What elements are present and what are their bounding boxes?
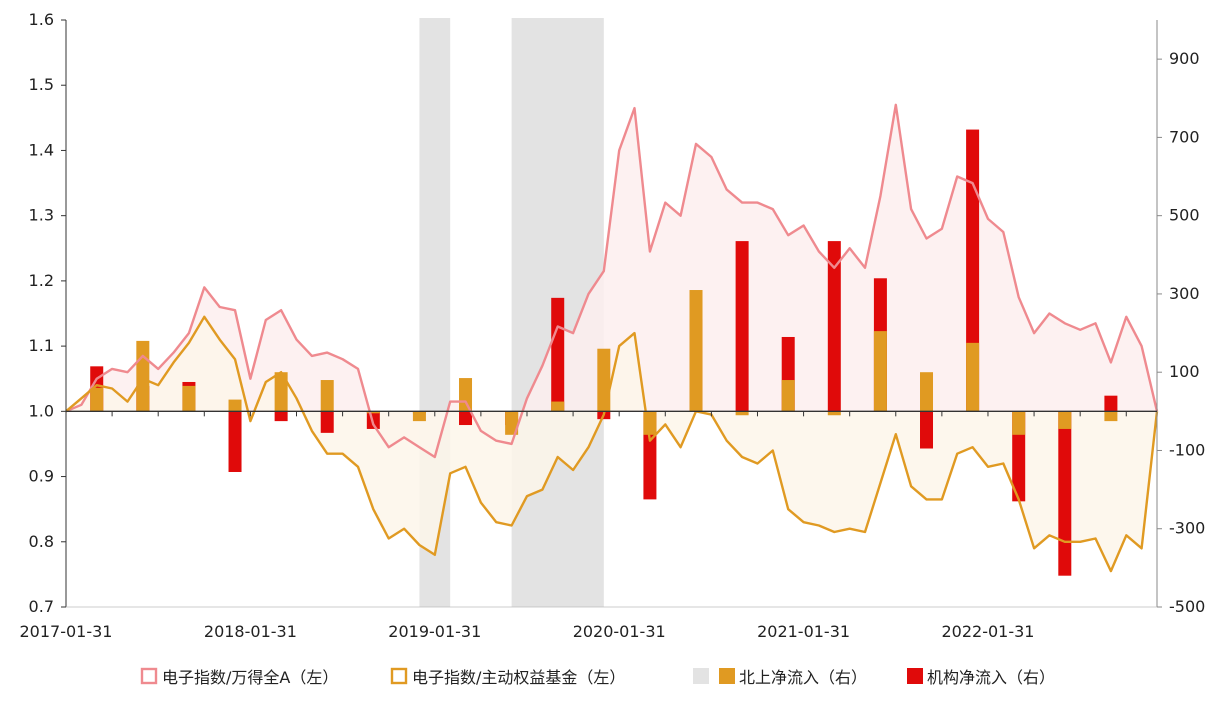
- left-tick-label-4: 1.1: [29, 336, 54, 355]
- x-tick-label-4: 2021-01-31: [757, 622, 850, 641]
- legend-swatch-2: [693, 668, 709, 684]
- bar-northbound-2020-06: [689, 290, 703, 412]
- bar-northbound-2021-03: [827, 411, 841, 416]
- bar-institutional-2021-12: [966, 129, 980, 412]
- left-tick-label-3: 1.0: [29, 401, 54, 420]
- bar-institutional-2018-06: [320, 411, 334, 433]
- bar-northbound-2021-06: [873, 331, 887, 412]
- right-tick-label-5: 500: [1169, 206, 1200, 225]
- bar-northbound-2017-09: [182, 385, 196, 412]
- bar-institutional-2017-12: [228, 411, 242, 472]
- legend-label-1: 电子指数/主动权益基金（左）: [412, 668, 625, 687]
- bar-institutional-2019-03: [459, 411, 473, 426]
- bar-northbound-2022-09: [1104, 411, 1118, 422]
- legend-swatch-1: [390, 667, 408, 685]
- area-fill-series-1: [66, 316, 1157, 572]
- area-fills: [66, 104, 1157, 572]
- legend-swatch-0: [140, 667, 158, 685]
- bar-institutional-2020-09: [735, 241, 749, 412]
- bar-institutional-2022-09: [1104, 395, 1118, 412]
- axes: 0.7 0.8 0.9 1.0 1.1 1.2 1.3 1.4 1.5 1.6 -500 -300 -1…: [20, 10, 1206, 641]
- legend-item-2: [693, 668, 709, 684]
- legend-item-0: 电子指数/万得全A（左）: [140, 667, 338, 687]
- right-tick-label-4: 300: [1169, 284, 1200, 303]
- bar-northbound-2022-06: [1058, 411, 1072, 429]
- bar-institutional-2018-03: [274, 411, 288, 422]
- legend: 电子指数/万得全A（左） 电子指数/主动权益基金（左） 北上净流入（右） 机构净流入（…: [140, 667, 1055, 687]
- bar-northbound-2018-03: [274, 372, 288, 412]
- bar-northbound-2017-06: [136, 340, 150, 412]
- legend-item-4: 机构净流入（右）: [907, 668, 1055, 687]
- right-tick-label-6: 700: [1169, 127, 1200, 146]
- left-tick-label-0: 0.7: [29, 597, 54, 616]
- right-tick-label-3: 100: [1169, 362, 1200, 381]
- bar-northbound-2019-03: [459, 378, 473, 412]
- right-tick-label-1: -300: [1169, 519, 1205, 538]
- legend-swatch-3: [719, 668, 735, 684]
- legend-item-1: 电子指数/主动权益基金（左）: [390, 667, 625, 687]
- bar-institutional-2021-09: [920, 411, 934, 449]
- x-tick-label-3: 2020-01-31: [573, 622, 666, 641]
- legend-label-3: 北上净流入（右）: [739, 668, 867, 687]
- bar-northbound-2019-06: [505, 411, 519, 435]
- bar-northbound-2021-09: [920, 372, 934, 412]
- bar-northbound-2020-09: [735, 411, 749, 416]
- right-tick-label-0: -500: [1169, 597, 1205, 616]
- legend-label-0: 电子指数/万得全A（左）: [162, 668, 338, 687]
- bar-institutional-2022-06: [1058, 411, 1072, 576]
- line-series-0: [65, 103, 1159, 459]
- bar-northbound-2020-12: [781, 380, 795, 412]
- left-tick-label-6: 1.3: [29, 206, 54, 225]
- left-tick-label-2: 0.9: [29, 467, 54, 486]
- left-tick-label-1: 0.8: [29, 532, 54, 551]
- left-tick-label-9: 1.6: [29, 10, 54, 29]
- right-tick-label-7: 900: [1169, 49, 1200, 68]
- bars: [90, 129, 1118, 576]
- x-tick-label-0: 2017-01-31: [20, 622, 113, 641]
- legend-swatch-4: [907, 668, 923, 684]
- x-tick-label-5: 2022-01-31: [941, 622, 1034, 641]
- bar-northbound-2018-06: [320, 380, 334, 412]
- legend-item-3: 北上净流入（右）: [719, 668, 867, 687]
- bar-northbound-2021-12: [966, 342, 980, 412]
- bar-northbound-2018-09: [366, 411, 380, 414]
- bar-northbound-2018-12: [412, 411, 426, 422]
- bar-northbound-2022-03: [1012, 411, 1026, 435]
- bar-northbound-2019-09: [551, 401, 565, 412]
- bar-northbound-2017-12: [228, 399, 242, 412]
- left-tick-label-5: 1.2: [29, 271, 54, 290]
- legend-label-4: 机构净流入（右）: [927, 668, 1055, 687]
- bar-institutional-2021-03: [827, 241, 841, 412]
- bar-northbound-2019-12: [597, 348, 611, 412]
- right-tick-label-2: -100: [1169, 440, 1205, 459]
- left-tick-label-8: 1.5: [29, 75, 54, 94]
- x-tick-label-2: 2019-01-31: [388, 622, 481, 641]
- left-tick-label-7: 1.4: [29, 140, 54, 159]
- bar-institutional-2019-09: [551, 297, 565, 412]
- x-tick-label-1: 2018-01-31: [204, 622, 297, 641]
- bar-northbound-2017-03: [90, 387, 104, 412]
